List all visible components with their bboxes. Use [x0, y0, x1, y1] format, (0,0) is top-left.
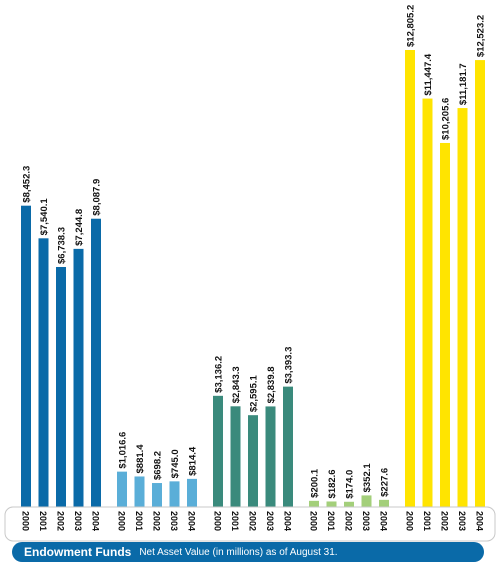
tick-label-s2-2002: 2002: [248, 511, 258, 531]
data-label-s2-2004: $3,393.3: [284, 347, 295, 384]
data-label-s4-2004: $12,523.2: [476, 15, 487, 57]
tick-label-s0-2003: 2003: [73, 511, 83, 531]
data-label-s2-2001: $2,843.3: [231, 366, 242, 403]
bar-s0-2003: [73, 248, 84, 509]
bar-s4-2000: [405, 50, 415, 508]
data-label-s4-2001: $11,447.4: [423, 53, 434, 95]
tick-label-s1-2000: 2000: [117, 511, 127, 531]
footer-caption-bar: Endowment Funds Net Asset Value (in mill…: [12, 542, 484, 562]
bar-s0-2004: [91, 218, 101, 508]
tick-label-s0-2004: 2004: [91, 511, 101, 531]
bar-s1-2001: [134, 476, 145, 508]
data-label-s0-2000: $8,452.3: [22, 166, 33, 203]
data-label-s1-2004: $814.4: [188, 446, 199, 476]
data-label-s3-2001: $182.6: [327, 469, 338, 498]
tick-label-s3-2001: 2001: [326, 511, 336, 531]
data-label-s0-2003: $7,244.8: [74, 209, 85, 246]
tick-label-s0-2001: 2001: [38, 511, 48, 531]
tick-label-s4-2003: 2003: [457, 511, 467, 531]
data-label-s2-2003: $2,839.8: [266, 366, 277, 403]
data-label-s3-2000: $200.1: [310, 468, 321, 498]
bar-s3-2001: [326, 501, 337, 508]
bar-s4-2003: [457, 108, 468, 509]
axis-band: [4, 506, 496, 542]
tick-label-s3-2000: 2000: [309, 511, 319, 531]
bar-s2-2000: [213, 395, 223, 508]
bar-s4-2001: [422, 98, 433, 508]
data-label-s3-2004: $227.6: [380, 468, 391, 497]
bar-s0-2000: [21, 205, 31, 508]
tick-label-s3-2004: 2004: [379, 511, 389, 531]
bar-s4-2004: [475, 60, 485, 509]
chart-subtitle: Net Asset Value (in millions) as of Augu…: [139, 546, 338, 558]
bars-layer: $8,452.3 $7,540.1 $6,738.3 $7,244.8 $8,087.9…: [21, 5, 487, 509]
tick-label-s2-2004: 2004: [283, 511, 293, 531]
data-label-s3-2002: $174.0: [345, 470, 356, 499]
bar-s1-2000: [117, 471, 127, 508]
data-label-s3-2003: $352.1: [362, 463, 373, 493]
bar-s1-2004: [187, 478, 197, 508]
tick-label-s4-2001: 2001: [422, 511, 432, 531]
bar-s3-2004: [379, 499, 389, 508]
tick-label-s0-2000: 2000: [21, 511, 31, 531]
data-label-s4-2002: $10,205.6: [441, 98, 452, 140]
data-label-s1-2002: $698.2: [153, 451, 164, 480]
tick-label-s1-2003: 2003: [169, 511, 179, 531]
data-label-s1-2003: $745.0: [170, 449, 181, 478]
tick-label-s4-2004: 2004: [475, 511, 485, 531]
data-label-s2-2000: $3,136.2: [214, 356, 225, 393]
tick-label-s3-2003: 2003: [361, 511, 371, 531]
tick-label-s0-2002: 2002: [56, 511, 66, 531]
tick-label-s4-2000: 2000: [405, 511, 415, 531]
bar-s1-2002: [152, 483, 162, 508]
tick-label-s1-2004: 2004: [187, 511, 197, 531]
bar-s0-2002: [56, 266, 66, 508]
bar-s3-2000: [309, 500, 319, 508]
tick-label-s1-2001: 2001: [134, 511, 144, 531]
data-label-s4-2000: $12,805.2: [406, 5, 417, 47]
bar-s0-2001: [38, 238, 49, 508]
bar-s4-2002: [440, 142, 450, 508]
data-label-s0-2002: $6,738.3: [57, 227, 68, 264]
chart-title: Endowment Funds: [24, 545, 132, 559]
tick-label-s4-2002: 2002: [440, 511, 450, 531]
bar-s1-2003: [169, 481, 180, 508]
data-label-s1-2000: $1,016.6: [118, 432, 129, 469]
data-label-s2-2002: $2,595.1: [249, 374, 260, 412]
data-label-s1-2001: $881.4: [135, 444, 146, 474]
bar-s3-2002: [344, 501, 354, 508]
tick-labels-layer: 2000 2001 2002 2003 2004 2000 2001 2002 2003 2004…: [21, 511, 485, 531]
bar-s2-2003: [265, 406, 276, 508]
tick-label-s1-2002: 2002: [152, 511, 162, 531]
bar-s2-2001: [230, 406, 241, 508]
bar-s3-2003: [361, 495, 372, 508]
tick-label-s3-2002: 2002: [344, 511, 354, 531]
tick-label-s2-2001: 2001: [230, 511, 240, 531]
bar-s2-2002: [248, 415, 258, 508]
data-label-s0-2001: $7,540.1: [39, 198, 50, 236]
tick-label-s2-2003: 2003: [265, 511, 275, 531]
bar-s2-2004: [283, 386, 293, 508]
tick-label-s2-2000: 2000: [213, 511, 223, 531]
data-label-s4-2003: $11,181.7: [458, 63, 469, 105]
data-label-s0-2004: $8,087.9: [92, 179, 103, 216]
